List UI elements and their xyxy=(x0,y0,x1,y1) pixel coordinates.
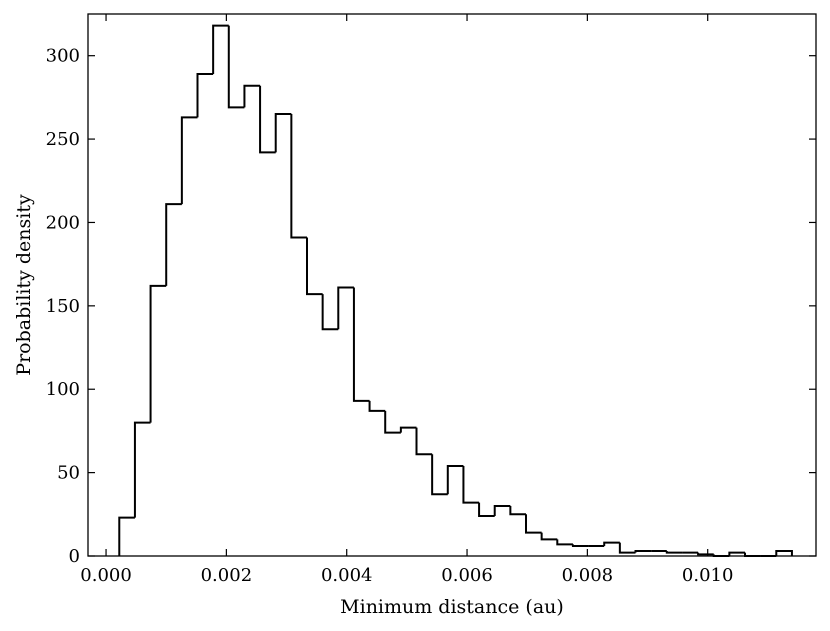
x-tick-label: 0.004 xyxy=(321,565,373,586)
y-tick-label: 50 xyxy=(57,463,80,484)
y-axis-label: Probability density xyxy=(13,194,35,376)
histogram-bin xyxy=(415,427,433,456)
y-tick-label: 100 xyxy=(46,379,80,400)
histogram-bin xyxy=(368,400,386,412)
histogram-bin xyxy=(274,113,292,153)
histogram-bin xyxy=(571,544,589,547)
plot-layer xyxy=(118,24,793,557)
histogram-bin xyxy=(775,549,793,556)
histogram-bin xyxy=(165,203,182,286)
histogram-bin xyxy=(180,116,198,205)
histogram-bin xyxy=(337,286,354,330)
histogram-bin xyxy=(352,287,370,402)
histogram-bin xyxy=(259,85,276,154)
histogram-bin xyxy=(149,284,167,423)
histogram-bin xyxy=(697,552,714,556)
x-axis-label: Minimum distance (au) xyxy=(340,596,564,618)
x-tick-label: 0.008 xyxy=(562,565,614,586)
histogram-bin xyxy=(212,24,229,75)
histogram-bin xyxy=(525,514,542,534)
y-axis-ticks: 0 50 100 150 200 250 300 xyxy=(46,46,816,567)
y-tick-label: 150 xyxy=(46,296,80,317)
x-tick-label: 0.000 xyxy=(80,565,132,586)
histogram-bin xyxy=(321,294,339,331)
histogram-bin xyxy=(634,549,652,553)
histogram-bin xyxy=(227,25,245,109)
plot-frame xyxy=(87,13,817,557)
histogram-bin xyxy=(243,84,261,108)
histogram-bin xyxy=(493,504,511,516)
x-axis-ticks: 0.000 0.002 0.004 0.006 0.008 0.010 xyxy=(80,14,733,586)
y-tick-label: 200 xyxy=(46,212,80,233)
y-tick-label: 0 xyxy=(69,546,80,567)
histogram-bin xyxy=(540,532,558,541)
histogram-bin xyxy=(509,505,527,516)
y-tick-label: 300 xyxy=(46,46,80,67)
histogram-bin xyxy=(665,550,683,554)
x-tick-label: 0.006 xyxy=(441,565,493,586)
histogram-bin xyxy=(306,237,323,296)
histogram-bin xyxy=(462,465,480,504)
histogram-bin xyxy=(478,502,495,517)
histogram-bin xyxy=(133,421,151,518)
histogram-bin xyxy=(118,516,135,556)
histogram-bin xyxy=(556,539,573,546)
histogram-bin xyxy=(728,551,746,556)
histogram-bin xyxy=(431,454,448,496)
histogram-bin xyxy=(290,114,308,239)
histogram-bin xyxy=(618,542,636,554)
x-tick-label: 0.002 xyxy=(201,565,253,586)
histogram-bin xyxy=(446,464,464,495)
x-tick-label: 0.010 xyxy=(682,565,734,586)
y-tick-label: 250 xyxy=(46,129,80,150)
histogram-bin xyxy=(196,73,214,118)
histogram-bin xyxy=(603,541,620,546)
histogram-bin xyxy=(399,426,417,433)
histogram-bin xyxy=(384,410,401,434)
